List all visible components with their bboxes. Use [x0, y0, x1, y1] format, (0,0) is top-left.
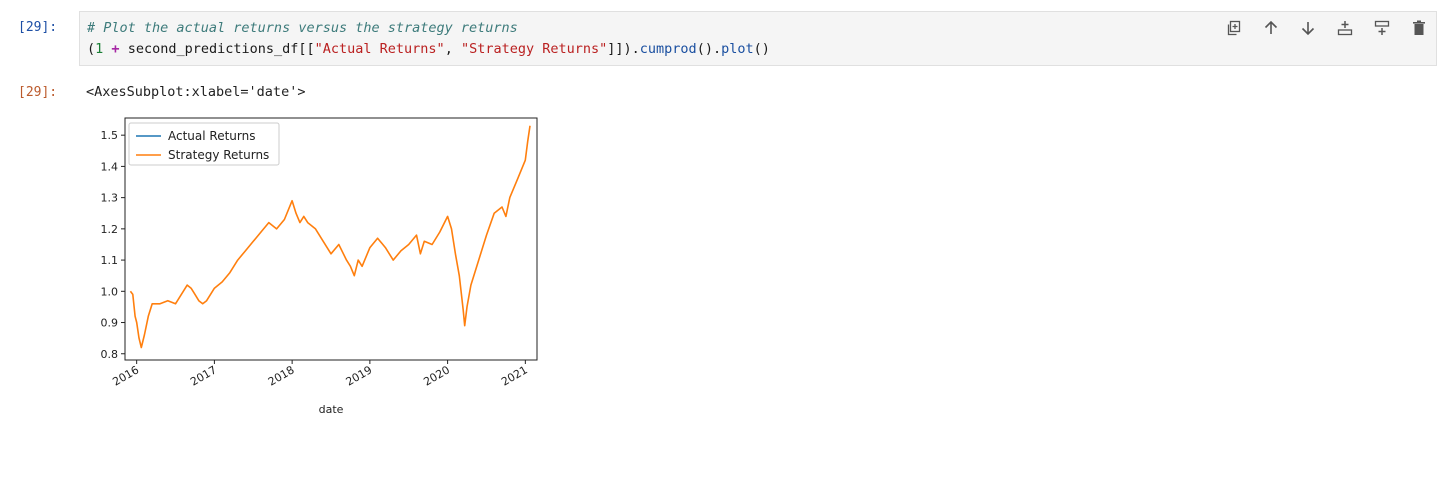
y-tick-label: 0.8: [101, 348, 119, 361]
legend-box: [128, 122, 280, 166]
code-token: (: [87, 41, 96, 57]
code-token: cumprod: [639, 41, 697, 57]
input-prompt: [29]:: [18, 20, 58, 35]
code-token: ,: [444, 41, 461, 57]
code-token: +: [111, 41, 120, 57]
x-tick-label: 2021: [499, 363, 530, 388]
y-tick-label: 1.4: [101, 160, 119, 173]
move-down-button[interactable]: [1289, 16, 1326, 40]
y-tick-label: 0.9: [101, 317, 119, 330]
code-token: ]]).: [607, 41, 640, 57]
code-comment: # Plot the actual returns versus the str…: [87, 20, 518, 36]
code-cell[interactable]: # Plot the actual returns versus the str…: [79, 11, 1437, 66]
y-tick-label: 1.0: [101, 285, 119, 298]
move-up-button[interactable]: [1252, 16, 1289, 40]
code-token: "Actual Returns": [314, 41, 445, 57]
x-axis-label: date: [319, 403, 344, 416]
y-tick-label: 1.1: [101, 254, 119, 267]
x-tick-label: 2018: [266, 363, 297, 388]
legend-label: Actual Returns: [168, 129, 255, 143]
cell-toolbar: [1215, 16, 1437, 40]
code-token: plot: [721, 41, 754, 57]
y-tick-label: 1.2: [101, 223, 119, 236]
code-statement-line: (1 + second_predictions_df[["Actual Retu…: [87, 41, 770, 57]
code-comment-line: # Plot the actual returns versus the str…: [87, 20, 518, 36]
insert-below-icon: [1374, 20, 1389, 35]
code-token: second_predictions_df[[: [127, 41, 315, 57]
output-text: <AxesSubplot:xlabel='date'>: [86, 84, 306, 100]
line-chart: 0.8 0.9 1.0 1.1 1.2 1.3 1.4 1.5 2016 2017 2018 2019…: [101, 117, 538, 416]
code-token: (): [753, 41, 770, 57]
legend-label: Strategy Returns: [168, 148, 269, 162]
duplicate-cell-button[interactable]: [1215, 16, 1252, 40]
delete-cell-button[interactable]: [1400, 16, 1437, 40]
plot-frame: [124, 117, 538, 361]
insert-above-icon: [1337, 21, 1352, 36]
x-tick-label: 2017: [188, 363, 219, 388]
duplicate-icon: [1227, 20, 1240, 36]
y-tick-label: 1.3: [101, 192, 119, 205]
code-token: 1: [95, 41, 104, 57]
code-token: "Strategy Returns": [460, 41, 608, 57]
y-tick-label: 1.5: [101, 129, 119, 142]
insert-below-button[interactable]: [1363, 16, 1400, 40]
x-tick-label: 2016: [110, 363, 141, 388]
output-prompt: [29]:: [18, 85, 58, 100]
move-up-icon: [1264, 20, 1277, 34]
move-down-icon: [1301, 22, 1314, 36]
insert-above-button[interactable]: [1326, 16, 1363, 40]
series-line: [129, 125, 531, 349]
x-tick-label: 2019: [344, 363, 375, 388]
x-tick-label: 2020: [421, 363, 452, 388]
delete-icon: [1412, 20, 1425, 35]
code-token: ().: [696, 41, 722, 57]
